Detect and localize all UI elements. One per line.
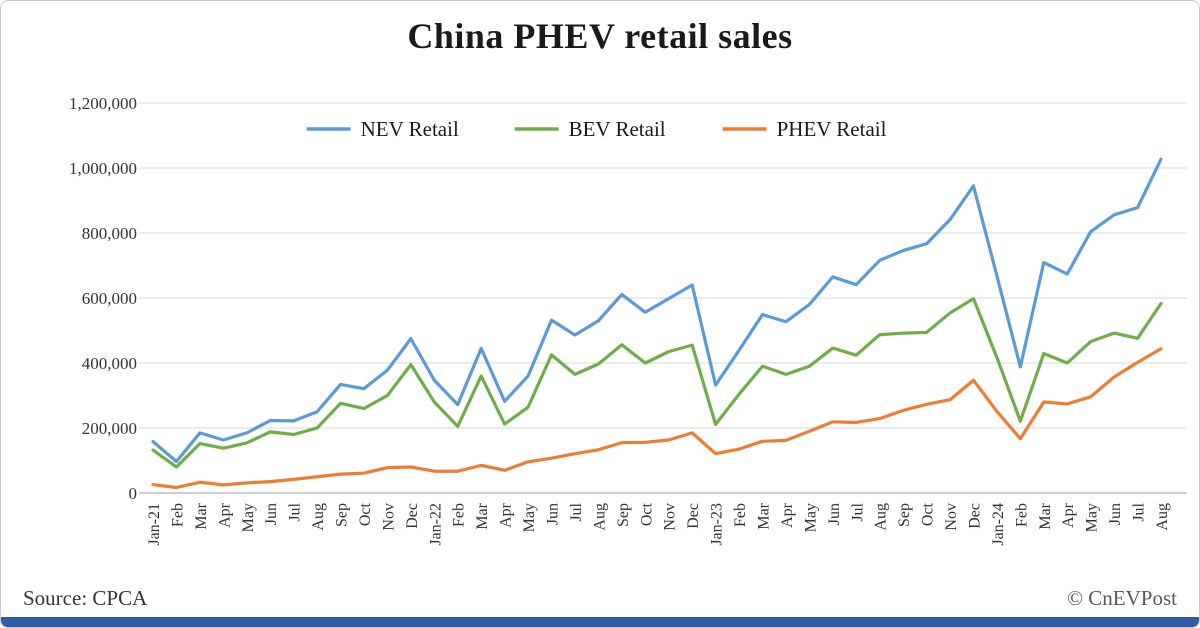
x-tick-label: Jul bbox=[849, 502, 866, 521]
x-tick-label: Aug bbox=[1154, 503, 1171, 531]
x-tick-label: Oct bbox=[357, 502, 374, 526]
x-tick-label: Sep bbox=[896, 503, 913, 527]
x-tick-label: Aug bbox=[873, 503, 890, 531]
x-tick-label: May bbox=[521, 503, 538, 532]
x-tick-label: Mar bbox=[755, 502, 772, 529]
x-tick-label: Apr bbox=[216, 502, 233, 528]
x-tick-label: Jul bbox=[568, 502, 585, 521]
x-tick-label: Dec bbox=[685, 503, 702, 529]
x-tick-label: Oct bbox=[920, 502, 937, 526]
x-tick-label: Nov bbox=[662, 503, 679, 531]
x-tick-label: Jul bbox=[287, 502, 304, 521]
x-tick-label: Nov bbox=[380, 503, 397, 531]
x-tick-label: Apr bbox=[1060, 502, 1077, 528]
x-tick-label: Jun bbox=[263, 503, 280, 525]
legend-label-nev-retail: NEV Retail bbox=[361, 117, 459, 141]
chart-footer: Source: CPCA © CnEVPost bbox=[1, 586, 1199, 611]
x-tick-label: Aug bbox=[310, 503, 327, 531]
line-chart: 0 200,000 400,000 600,000 800,000 1,000,000 1,… bbox=[69, 94, 1187, 546]
x-tick-label: Mar bbox=[1037, 502, 1054, 529]
x-tick-label: Nov bbox=[943, 503, 960, 531]
copyright-label: © CnEVPost bbox=[1067, 586, 1177, 610]
y-tick-label: 800,000 bbox=[82, 224, 137, 243]
y-tick-label: 1,200,000 bbox=[69, 94, 137, 113]
series-line-nev-retail bbox=[151, 157, 1163, 464]
x-tick-label: Jan-22 bbox=[427, 503, 444, 546]
x-tick-label: Apr bbox=[498, 502, 515, 528]
x-tick-label: Feb bbox=[732, 503, 749, 527]
x-tick-label: Dec bbox=[966, 503, 983, 529]
x-tick-label: Oct bbox=[638, 502, 655, 526]
x-tick-label: Jun bbox=[1107, 503, 1124, 525]
y-tick-label: 600,000 bbox=[82, 289, 137, 308]
x-tick-label: Jan-21 bbox=[146, 503, 163, 546]
x-tick-label: Jan-23 bbox=[709, 503, 726, 546]
x-tick-label: Jul bbox=[1131, 502, 1148, 521]
x-tick-label: May bbox=[240, 503, 257, 532]
legend-label-phev-retail: PHEV Retail bbox=[777, 117, 887, 141]
series-line-phev-retail bbox=[151, 347, 1163, 490]
x-tick-label: Jan-24 bbox=[990, 503, 1007, 546]
series-line-bev-retail bbox=[151, 297, 1163, 469]
chart-title: China PHEV retail sales bbox=[407, 16, 793, 56]
x-tick-label: Aug bbox=[591, 503, 608, 531]
y-tick-label: 400,000 bbox=[82, 354, 137, 373]
x-tick-label: May bbox=[1084, 503, 1101, 532]
x-tick-label: Feb bbox=[169, 503, 186, 527]
x-tick-label: Jun bbox=[826, 503, 843, 525]
source-label: Source: CPCA bbox=[23, 586, 148, 610]
y-tick-label: 0 bbox=[129, 484, 138, 503]
x-tick-label: Apr bbox=[779, 502, 796, 528]
x-tick-label: Jun bbox=[545, 503, 562, 525]
x-tick-label: Sep bbox=[334, 503, 351, 527]
x-tick-label: Dec bbox=[404, 503, 421, 529]
y-tick-label: 1,000,000 bbox=[69, 159, 137, 178]
bottom-accent-bar bbox=[1, 617, 1199, 627]
x-tick-label: Feb bbox=[1013, 503, 1030, 527]
x-tick-label: Mar bbox=[474, 502, 491, 529]
y-tick-label: 200,000 bbox=[82, 419, 137, 438]
x-tick-label: May bbox=[802, 503, 819, 532]
x-tick-label: Sep bbox=[615, 503, 632, 527]
x-tick-label: Feb bbox=[451, 503, 468, 527]
x-tick-label: Mar bbox=[193, 502, 210, 529]
legend-label-bev-retail: BEV Retail bbox=[569, 117, 666, 141]
